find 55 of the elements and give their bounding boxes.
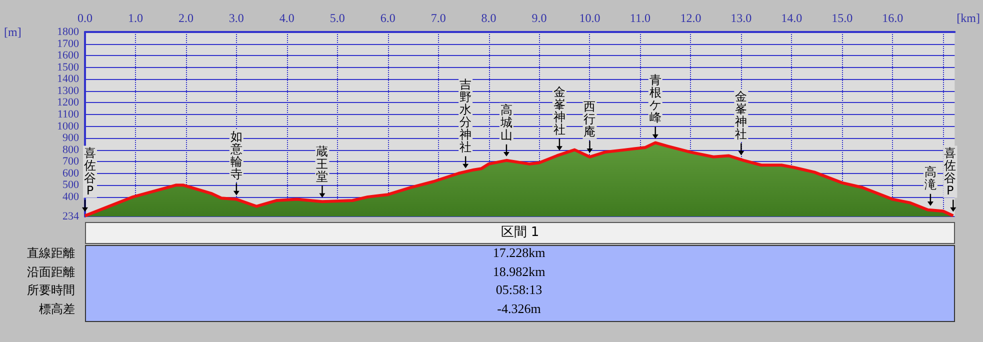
x-tick-label: 13.0 xyxy=(730,11,752,25)
x-tick-label: 1.0 xyxy=(128,11,143,25)
y-tick-label: 1600 xyxy=(57,50,80,62)
annotation: 金峯神社 xyxy=(553,84,566,136)
annotation: 高滝 xyxy=(924,165,936,192)
annotation: 蔵王堂 xyxy=(316,144,328,184)
text: 直線距離 xyxy=(27,245,75,262)
x-tick-label: 16.0 xyxy=(882,11,904,25)
text: -4.326m xyxy=(496,300,542,316)
y-tick-label: 1200 xyxy=(57,96,80,109)
y-tick-label: 1400 xyxy=(57,73,80,86)
annotation: 青根ケ峰 xyxy=(649,72,662,124)
y-tick-label: 1500 xyxy=(57,61,80,74)
text: 所要時間 xyxy=(27,282,75,299)
annotation: 金峯神社 xyxy=(735,89,748,141)
x-tick-label: 3.0 xyxy=(228,11,244,25)
y-tick-label: 600 xyxy=(62,167,80,180)
text: 沿面距離 xyxy=(27,264,75,280)
annotation: 如意輪寺 xyxy=(229,130,242,182)
x-tick-label: 6.0 xyxy=(380,11,396,25)
annotation: 吉野水分神社 xyxy=(460,77,472,154)
y-tick-label: 400 xyxy=(62,190,80,203)
text: 17.228km xyxy=(492,245,546,261)
x-tick-label: 7.0 xyxy=(430,11,446,25)
y-tick-label: 1700 xyxy=(57,38,80,50)
text: 18.982km xyxy=(492,264,546,280)
x-axis-title: [km] xyxy=(956,11,980,25)
y-tick-label: 900 xyxy=(62,132,80,144)
text: 標高差 xyxy=(39,300,75,318)
x-tick-label: 0.0 xyxy=(78,11,92,25)
y-tick-label: 700 xyxy=(62,156,80,168)
x-tick-label: 11.0 xyxy=(630,11,650,25)
annotation: 西行庵 xyxy=(584,100,596,139)
x-tick-label: 2.0 xyxy=(178,11,194,25)
x-tick-label: 12.0 xyxy=(680,11,702,25)
y-tick-label: 1100 xyxy=(57,108,80,120)
x-tick-label: 4.0 xyxy=(279,11,294,25)
x-tick-label: 15.0 xyxy=(832,11,853,25)
y-tick-label: 800 xyxy=(62,144,80,156)
y-tick-label: 1300 xyxy=(57,84,80,97)
x-tick-label: 8.0 xyxy=(481,11,496,25)
x-tick-label: 10.0 xyxy=(579,11,600,25)
y-tick-label: 234 xyxy=(62,210,80,222)
y-tick-label: 500 xyxy=(62,179,80,192)
y-tick-label: 1800 xyxy=(57,26,80,38)
y-tick-label: 1000 xyxy=(57,120,80,132)
text: 05:58:13 xyxy=(494,282,544,298)
annotation: 喜佐谷P xyxy=(84,146,96,198)
annotation: 高城山 xyxy=(499,103,512,142)
x-tick-label: 9.0 xyxy=(532,11,547,25)
x-tick-label: 5.0 xyxy=(330,11,345,25)
annotation: 喜佐谷P xyxy=(944,146,956,198)
text: 区間 1 xyxy=(85,222,955,244)
y-axis-title: [m] xyxy=(4,25,22,40)
x-tick-label: 14.0 xyxy=(781,11,802,25)
